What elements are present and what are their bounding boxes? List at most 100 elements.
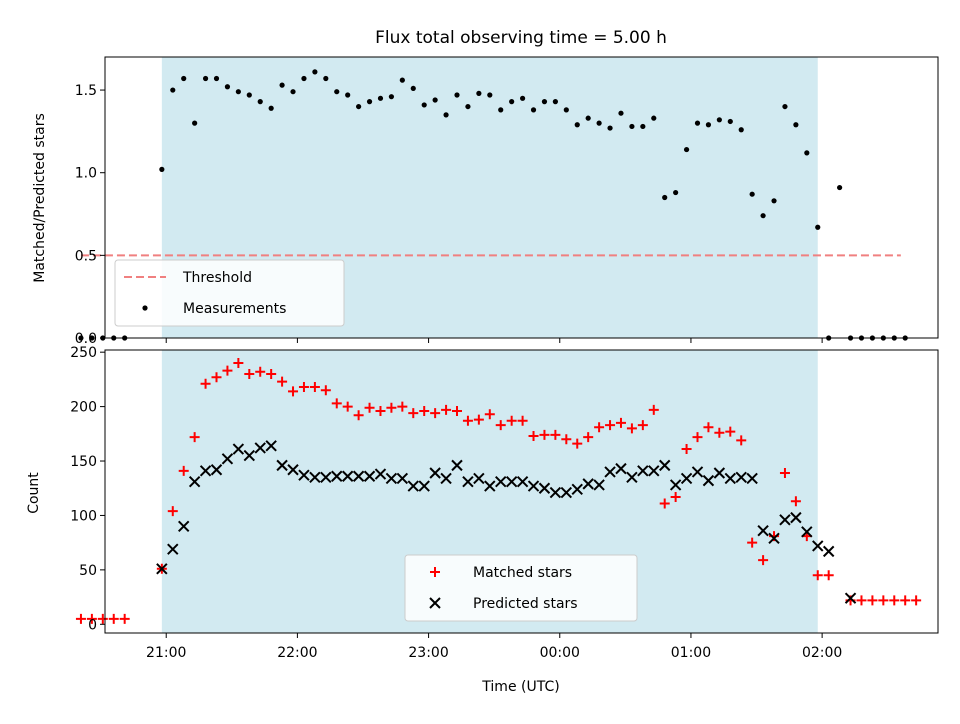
top-measurement-point	[443, 112, 449, 118]
bottom-y-tick-label: 150	[70, 454, 97, 470]
bottom-predicted-point	[844, 592, 857, 604]
bottom-matched-point	[605, 420, 616, 431]
top-measurement-point	[727, 118, 733, 125]
bottom-predicted-point	[199, 465, 212, 477]
bottom-predicted-point	[254, 442, 266, 454]
top-measurement-point	[377, 95, 384, 101]
bottom-matched-point	[200, 378, 211, 389]
top-measurement-point	[213, 75, 220, 82]
bottom-matched-point	[222, 365, 233, 376]
bottom-matched-point	[725, 426, 736, 437]
top-measurement-point	[159, 166, 165, 172]
top-measurement-point	[552, 99, 558, 105]
top-measurement-point	[78, 335, 84, 341]
top-measurement-point	[454, 92, 460, 98]
top-measurement-point	[279, 82, 285, 88]
bottom-matched-point	[244, 368, 255, 379]
bottom-predicted-point	[516, 475, 529, 488]
top-measurement-point	[837, 184, 843, 191]
bottom-predicted-point	[276, 459, 288, 472]
bottom-y-tick-label: 100	[70, 508, 97, 524]
x-tick-label: 23:00	[408, 645, 448, 661]
bottom-matched-point	[714, 427, 725, 438]
bottom-y-axis-label: Count	[26, 472, 42, 514]
top-measurement-point	[585, 115, 591, 121]
bottom-predicted-point	[331, 470, 343, 482]
bottom-legend: Matched stars Predicted stars	[404, 554, 638, 622]
bottom-predicted-point	[801, 526, 813, 538]
bottom-matched-point	[681, 444, 692, 455]
top-frame	[104, 56, 939, 339]
bottom-predicted-point	[484, 480, 496, 492]
top-measurement-point	[771, 198, 777, 204]
bottom-matched-point	[430, 408, 441, 419]
bottom-matched-point	[506, 415, 517, 426]
x-axis-label: Time (UTC)	[481, 679, 559, 695]
top-measurement-point	[235, 89, 241, 95]
bottom-predicted-point	[571, 483, 583, 496]
bottom-matched-point	[320, 385, 331, 396]
bottom-predicted-point	[724, 472, 737, 485]
bottom-matched-point	[309, 382, 320, 393]
bottom-matched-point	[353, 410, 364, 421]
top-measurement-point	[738, 127, 744, 133]
bottom-matched-point	[397, 401, 408, 412]
bottom-predicted-point	[320, 471, 332, 484]
top-measurement-point	[476, 90, 482, 96]
figure-title: Flux total observing time = 5.00 h	[375, 28, 667, 48]
bottom-predicted-point	[691, 466, 704, 478]
bottom-legend-box	[404, 554, 638, 622]
bottom-matched-point	[375, 405, 386, 416]
bottom-predicted-point	[582, 478, 594, 490]
bottom-predicted-point	[746, 472, 758, 485]
top-measurement-point	[301, 75, 307, 82]
top-measurement-point	[804, 150, 810, 156]
bottom-matched-point	[462, 415, 473, 426]
bottom-matched-point	[823, 570, 834, 581]
top-measurement-point	[673, 189, 679, 196]
top-measurement-point	[356, 103, 362, 110]
bottom-predicted-point	[167, 543, 179, 555]
top-measurement-point	[793, 122, 799, 128]
top-measurement-point	[760, 213, 766, 219]
bottom-predicted-point	[669, 479, 682, 491]
x-tick-label: 22:00	[277, 645, 317, 661]
bottom-matched-point	[790, 496, 801, 507]
top-measurement-point	[202, 75, 209, 82]
top-measurement-point	[662, 194, 668, 201]
legend-matched-swatch	[430, 567, 440, 577]
top-y-tick-label: 0.0	[75, 331, 97, 347]
bottom-predicted-point	[757, 524, 769, 537]
top-measurement-point	[749, 191, 755, 197]
top-measurement-point	[563, 107, 569, 113]
top-legend-box	[114, 259, 345, 327]
bottom-predicted-point	[648, 465, 660, 477]
bottom-predicted-point	[702, 474, 715, 487]
top-measurement-point	[683, 146, 690, 153]
top-measurement-point	[224, 84, 231, 90]
top-measurement-point	[181, 75, 187, 82]
bottom-predicted-point	[473, 472, 485, 485]
bottom-predicted-point	[735, 471, 747, 484]
bottom-predicted-point	[407, 480, 419, 492]
bottom-matched-point	[550, 429, 561, 440]
bottom-predicted-point	[309, 471, 321, 484]
bottom-predicted-point	[418, 480, 430, 492]
bottom-matched-point	[528, 430, 539, 441]
bottom-matched-point	[408, 408, 419, 419]
bottom-predicted-point	[658, 459, 671, 472]
bottom-predicted-point	[812, 540, 824, 552]
bottom-series-1	[75, 358, 922, 624]
bottom-series-2	[156, 440, 857, 604]
bottom-matched-point	[889, 595, 900, 606]
bottom-predicted-point	[341, 470, 354, 482]
top-measurement-point	[596, 120, 602, 126]
bottom-predicted-point	[156, 563, 168, 575]
top-measurement-point	[170, 87, 176, 93]
bottom-predicted-point	[680, 472, 693, 485]
bottom-predicted-point	[527, 480, 540, 492]
top-measurement-point	[705, 122, 712, 128]
bottom-predicted-point	[451, 459, 463, 472]
bottom-y-tick-label: 250	[70, 345, 97, 361]
bottom-matched-point	[266, 368, 277, 379]
